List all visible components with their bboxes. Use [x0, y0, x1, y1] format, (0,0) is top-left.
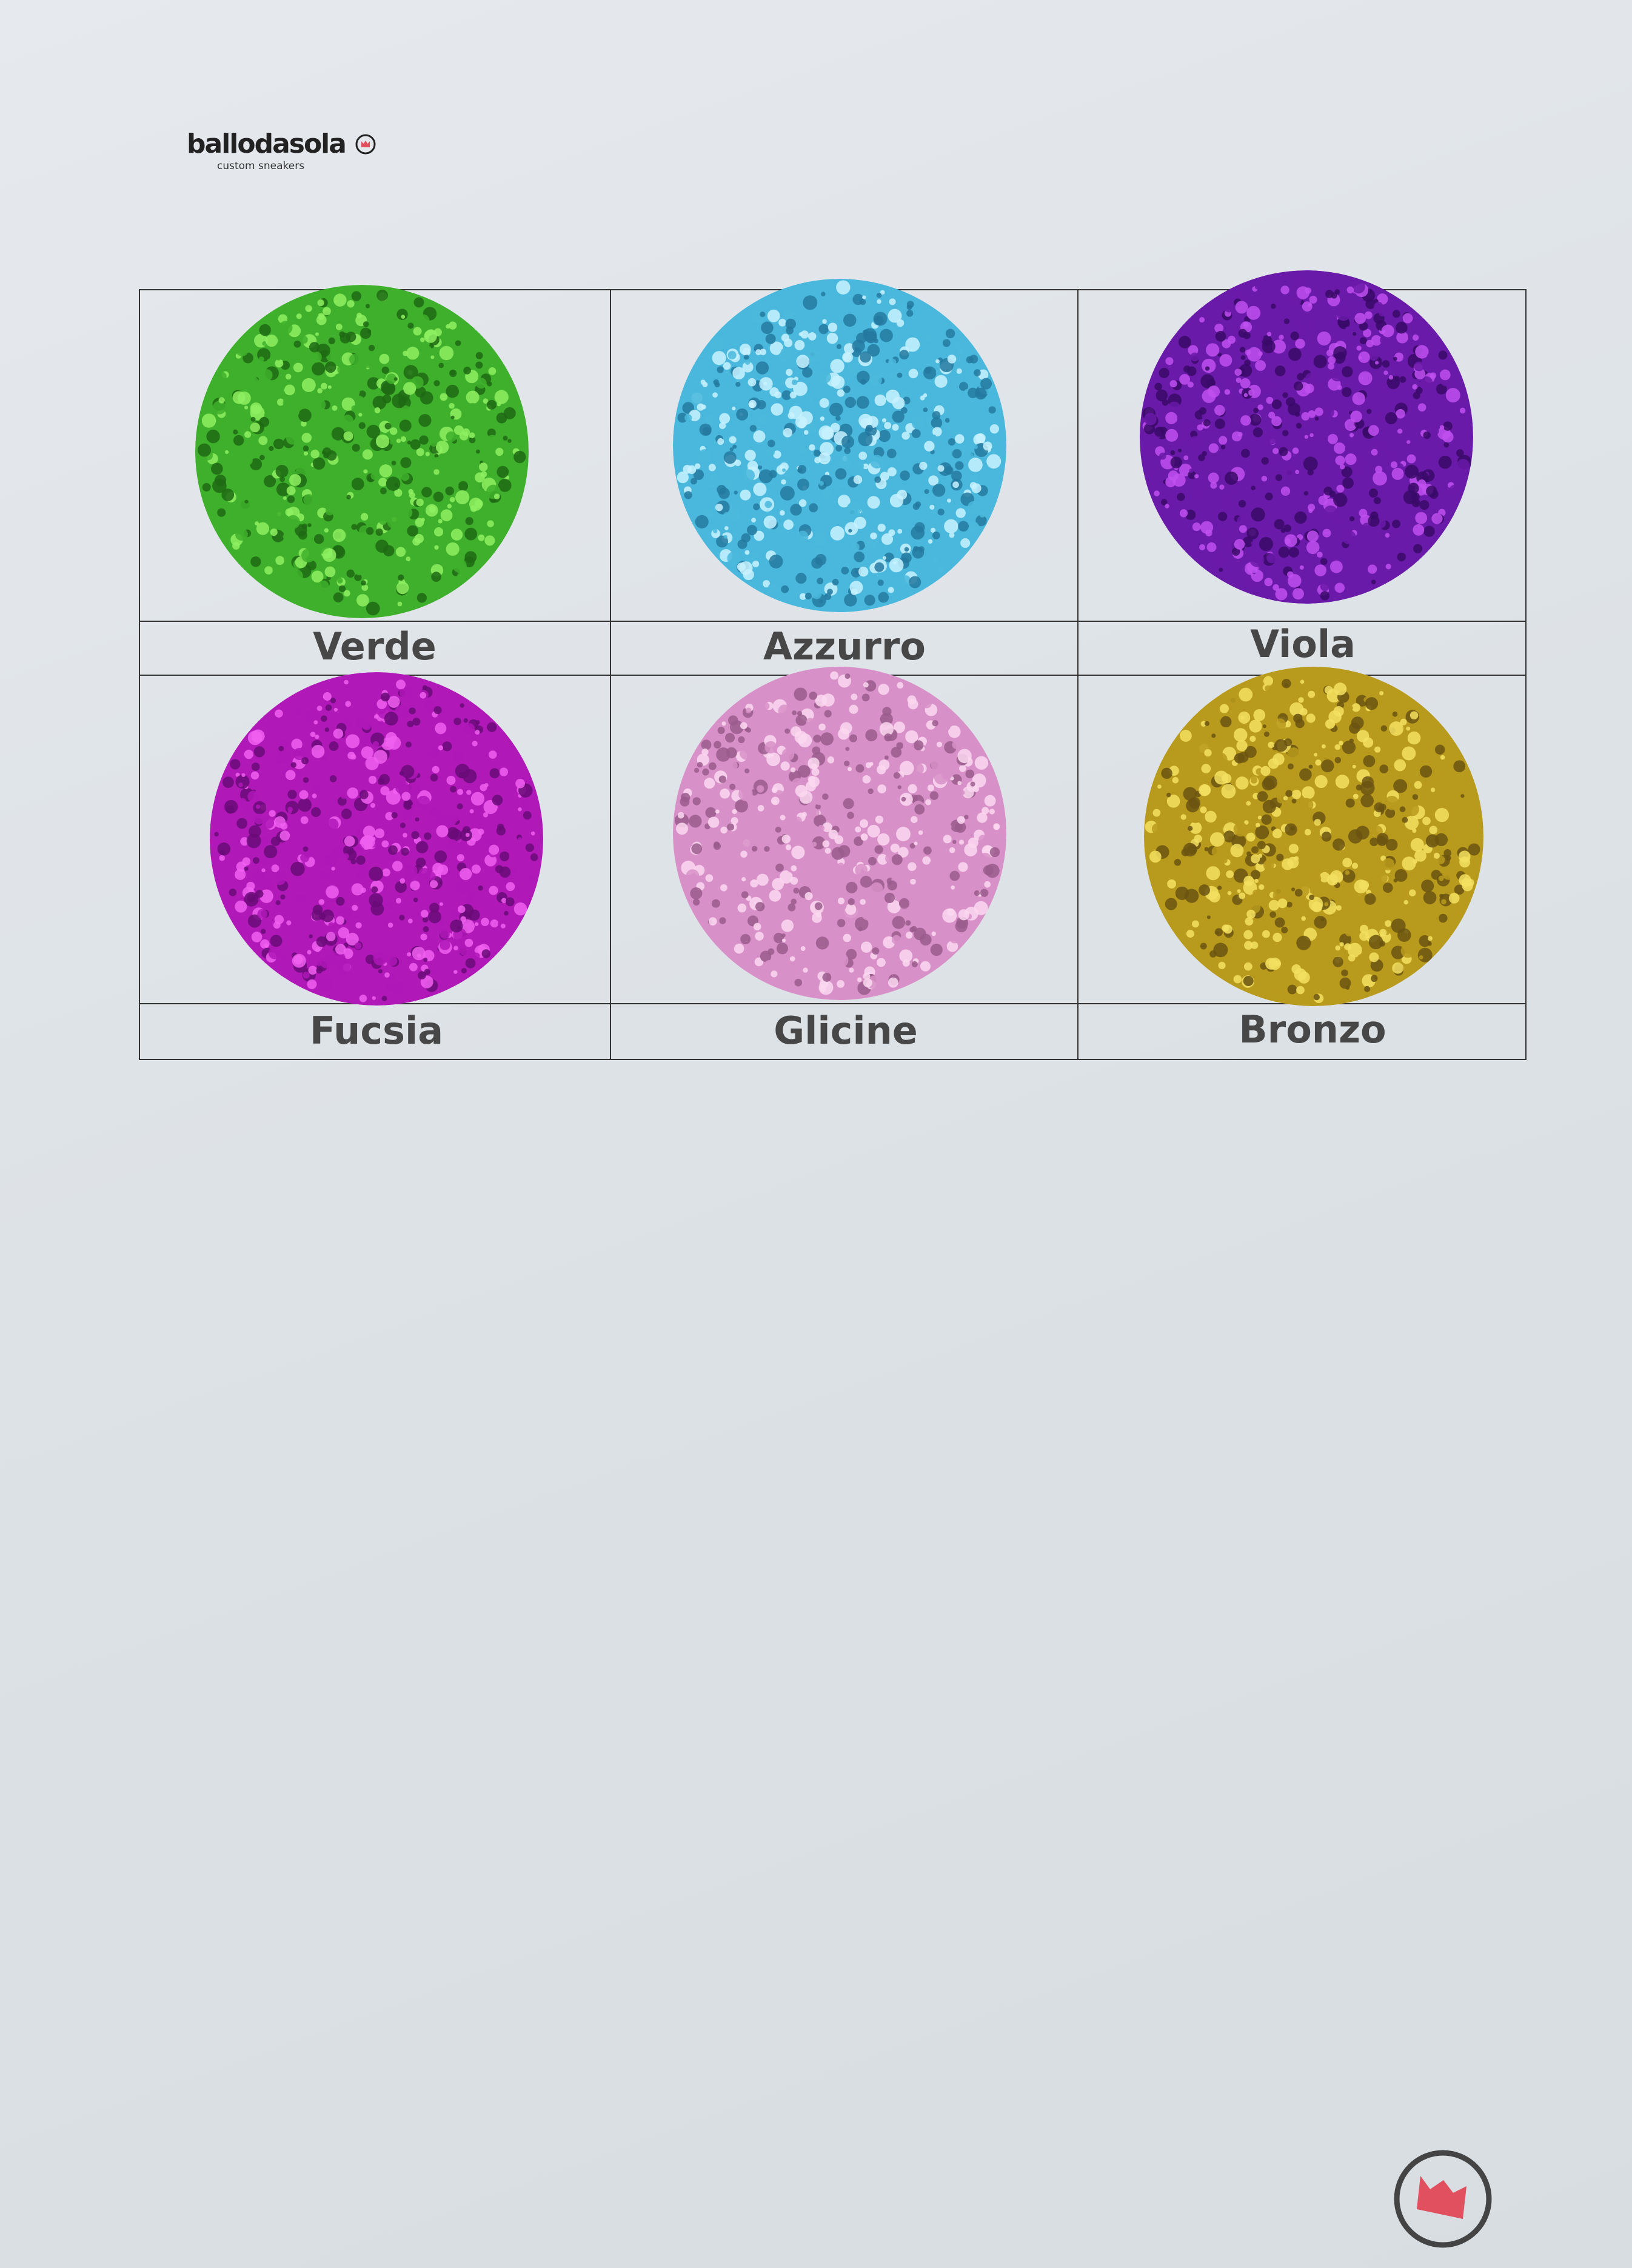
swatch-label-verde: Verde — [313, 624, 436, 669]
glitter-swatch-glicine — [673, 667, 1006, 1000]
table-divider — [610, 289, 611, 1059]
crown-icon — [1394, 2150, 1492, 2248]
swatch-label-fucsia: Fucsia — [309, 1009, 444, 1053]
table-divider — [139, 621, 1525, 622]
swatch-label-glicine: Glicine — [774, 1009, 918, 1053]
glitter-swatch-fucsia — [210, 672, 543, 1006]
swatch-label-azzurro: Azzurro — [763, 624, 926, 669]
glitter-swatch-viola — [1140, 270, 1473, 604]
glitter-swatch-bronzo — [1144, 667, 1483, 1006]
brand-tagline: custom sneakers — [217, 160, 305, 172]
table-divider — [1077, 289, 1079, 1059]
crown-logo-icon — [355, 134, 376, 154]
swatch-label-viola: Viola — [1250, 622, 1356, 666]
glitter-swatch-verde — [195, 285, 529, 618]
table-divider — [139, 1003, 1525, 1004]
swatch-label-bronzo: Bronzo — [1239, 1007, 1386, 1052]
glitter-swatch-azzurro — [673, 279, 1006, 612]
brand-logo: ballodasola custom sneakers — [187, 128, 376, 172]
brand-name: ballodasola — [187, 128, 347, 159]
